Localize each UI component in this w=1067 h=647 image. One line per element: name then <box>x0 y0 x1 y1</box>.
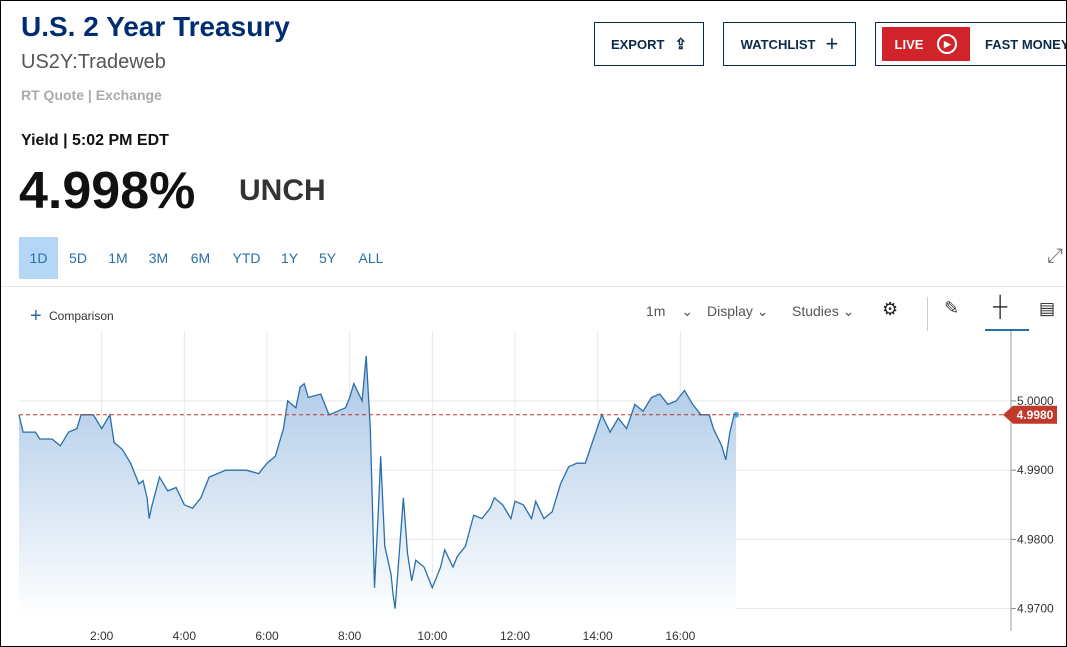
studies-label: Studies <box>792 303 839 319</box>
range-tab[interactable]: 5Y <box>318 250 337 266</box>
icon: + <box>825 31 839 56</box>
range-tab[interactable]: 1M <box>108 250 128 266</box>
interval[interactable]: 1m ⌄ <box>646 303 694 319</box>
separator <box>927 297 928 331</box>
quote-label: Yield | 5:02 PM EDT <box>21 132 169 149</box>
symbol: US2Y:Tradeweb <box>21 51 166 73</box>
draw-icon[interactable]: ✎ <box>944 298 960 318</box>
range-tab[interactable]: YTD <box>232 250 261 266</box>
quote-change: UNCH <box>239 174 326 207</box>
plus-icon: + <box>30 305 42 327</box>
x-tick-label: 14:00 <box>583 629 613 643</box>
range-tab[interactable]: 6M <box>190 250 211 266</box>
x-tick-label: 8:00 <box>338 629 362 643</box>
display[interactable]: Display ⌄ <box>707 303 769 319</box>
button-label: WATCHLIST <box>740 36 816 52</box>
display-label: Display <box>707 303 753 319</box>
quote-source: RT Quote | Exchange <box>21 87 162 103</box>
range-tab[interactable]: 1Y <box>280 250 299 266</box>
y-tick-label: 4.9900 <box>1017 463 1054 477</box>
button-label: EXPORT <box>610 36 665 52</box>
divider <box>1 286 1066 287</box>
reference-badge <box>1003 405 1057 424</box>
x-tick-label: 10:00 <box>417 629 447 643</box>
icon: ▶ <box>937 34 958 54</box>
range-tab[interactable]: 5D <box>69 250 87 266</box>
comment-icon[interactable]: ▤ <box>1039 299 1056 318</box>
live-button[interactable]: LIVE ▶ <box>882 27 970 61</box>
range-tab[interactable]: ALL <box>358 250 384 266</box>
title: U.S. 2 Year Treasury <box>21 11 290 42</box>
area <box>19 355 737 619</box>
x-tick-label: 4:00 <box>173 629 197 643</box>
export-button[interactable]: EXPORT ⇪ <box>594 22 704 66</box>
chart: 2:00 4:00 6:00 8:00 10:00 12:00 14:00 16:00 4.97… <box>18 331 1057 643</box>
quote-value: 4.998% <box>19 162 196 220</box>
interval-label: 1m <box>646 303 666 319</box>
live-box[interactable]: LIVE ▶ FAST MONEY <box>875 22 1067 66</box>
active-underline <box>985 329 1029 331</box>
x-tick-label: 16:00 <box>665 629 695 643</box>
settings-icon[interactable]: ⚙ <box>882 299 899 319</box>
comparison[interactable]: Comparison <box>49 309 114 323</box>
watchlist-button[interactable]: WATCHLIST + <box>723 22 856 66</box>
y-tick-label: 4.9800 <box>1017 532 1054 546</box>
x-tick-label: 2:00 <box>90 629 114 643</box>
reference-label: 4.9980 <box>1017 408 1054 422</box>
y-tick-label: 5.0000 <box>1017 394 1054 408</box>
button-label: LIVE <box>894 36 924 52</box>
x-tick-label: 6:00 <box>255 629 279 643</box>
crosshair-icon[interactable]: ┼ <box>993 296 1008 318</box>
line <box>18 355 737 609</box>
y-tick-label: 4.9700 <box>1017 602 1054 616</box>
studies[interactable]: Studies ⌄ <box>792 303 855 319</box>
range-tab[interactable]: 1D <box>19 237 58 279</box>
range-tab[interactable]: 3M <box>148 250 169 266</box>
button-label: FAST MONEY <box>985 36 1067 52</box>
expand-icon[interactable]: ⤢ <box>1047 245 1063 267</box>
icon: ⇪ <box>674 36 688 53</box>
x-tick-label: 12:00 <box>500 629 530 643</box>
